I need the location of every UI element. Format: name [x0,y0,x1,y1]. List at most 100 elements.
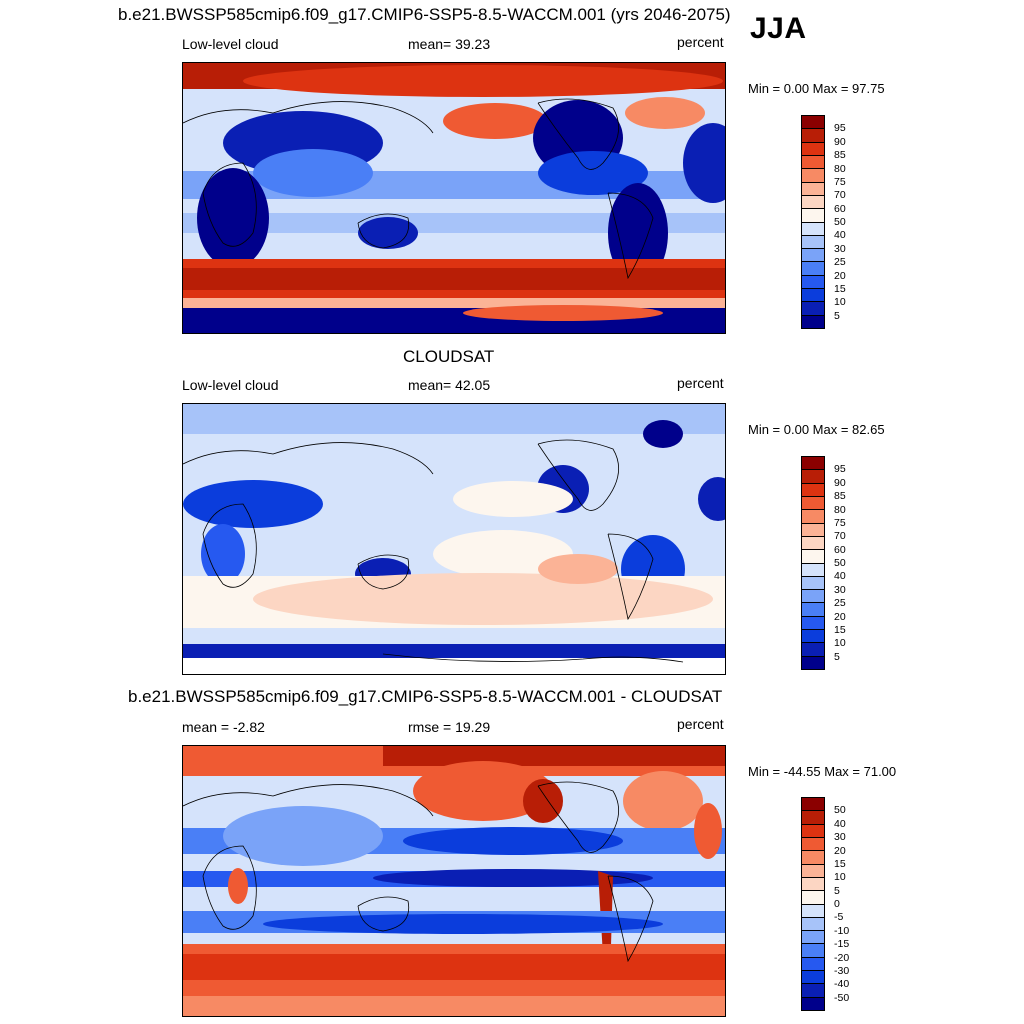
panel3-units-label: percent [677,716,724,732]
panel3-map [182,745,726,1017]
colorbar-tick-label: 90 [834,476,846,489]
colorbar-swatch [802,128,824,142]
colorbar-swatch [802,141,824,155]
colorbar-tick-label: -50 [834,991,850,1004]
colorbar-tick-label: -20 [834,951,850,964]
colorbar-tick-label: -30 [834,964,850,977]
colorbar-tick-label: 20 [834,269,846,282]
colorbar-tick-label: -40 [834,978,850,991]
colorbar-swatch [802,903,824,917]
colorbar-tick-label: 15 [834,623,846,636]
panel3-minmax: Min = -44.55 Max = 71.00 [748,764,897,779]
colorbar-swatch [802,469,824,483]
season-label: JJA [750,12,807,45]
colorbar-swatch [802,116,824,129]
colorbar-swatch [802,314,824,328]
colorbar-tick-label: 85 [834,490,846,503]
colorbar-swatch [802,916,824,931]
colorbar-swatch [802,575,824,590]
colorbar-tick-label: 5 [834,309,840,322]
panel2-map [182,403,726,675]
panel3-mean-label: mean = -2.82 [182,719,265,735]
colorbar-swatch [802,301,824,315]
colorbar-swatch [802,876,824,891]
colorbar-swatch [802,154,824,169]
panel3-rmse-label: rmse = 19.29 [408,719,491,735]
colorbar-swatch [802,261,824,275]
colorbar-tick-label: -5 [834,911,844,924]
colorbar-tick-label: 20 [834,610,846,623]
colorbar-swatch [802,890,824,904]
colorbar-swatch [802,956,824,971]
colorbar-tick-label: 50 [834,804,846,817]
colorbar-swatch [802,930,824,944]
colorbar-swatch [802,168,824,182]
colorbar-swatch [802,274,824,289]
colorbar-swatch [802,181,824,195]
colorbar-swatch [802,629,824,643]
colorbar-tick-label: 30 [834,583,846,596]
colorbar-swatch [802,996,824,1010]
colorbar-swatch [802,509,824,523]
colorbar-tick-label: 60 [834,202,846,215]
colorbar-swatch [802,457,824,470]
panel1-variable-label: Low-level cloud [182,36,279,52]
colorbar-swatch [802,602,824,616]
colorbar-tick-label: 25 [834,256,846,269]
colorbar-swatch [802,823,824,837]
colorbar-tick-label: 50 [834,557,846,569]
colorbar-swatch [802,810,824,824]
colorbar-tick-label: 30 [834,831,846,844]
panel2-title: CLOUDSAT [403,347,495,366]
colorbar-swatch [802,549,824,563]
colorbar-tick-label: -10 [834,924,850,937]
panel1-mean-label: mean= 39.23 [408,36,491,52]
colorbar-tick-label: 30 [834,242,846,255]
colorbar-swatch [802,522,824,536]
colorbar-swatch [802,221,824,235]
colorbar-tick-label: 15 [834,282,846,295]
colorbar-tick-label: 10 [834,637,846,650]
panel2-units-label: percent [677,375,724,391]
colorbar-tick-label: 75 [834,175,846,188]
panel2-minmax: Min = 0.00 Max = 82.65 [748,422,885,437]
colorbar-swatch [802,836,824,851]
colorbar-swatch [802,615,824,630]
colorbar-tick-label: 80 [834,503,846,516]
colorbar-swatch [802,288,824,302]
panel1-units-label: percent [677,34,724,50]
colorbar-swatch [802,863,824,877]
colorbar-swatch [802,943,824,957]
colorbar-tick-label: 15 [834,857,846,870]
colorbar-tick-label: 0 [834,898,840,910]
panel2-variable-label: Low-level cloud [182,377,279,393]
colorbar-swatch [802,970,824,984]
colorbar-tick-label: 20 [834,844,846,857]
panel1-map [182,62,726,334]
colorbar-tick-label: 10 [834,296,846,309]
colorbar-tick-label: 25 [834,597,846,610]
colorbar-swatch [802,535,824,550]
colorbar-tick-label: 95 [834,463,846,476]
panel3-title: b.e21.BWSSP585cmip6.f09_g17.CMIP6-SSP5-8… [128,687,723,706]
colorbar-tick-label: 70 [834,530,846,543]
colorbar-tick-label: 85 [834,149,846,162]
colorbar-swatch [802,798,824,811]
colorbar-tick-label: 50 [834,216,846,228]
colorbar-swatch [802,655,824,669]
colorbar-swatch [802,562,824,576]
colorbar-tick-label: 75 [834,516,846,529]
panel1-title: b.e21.BWSSP585cmip6.f09_g17.CMIP6-SSP5-8… [118,5,731,24]
colorbar-swatch [802,983,824,997]
colorbar-tick-label: 40 [834,229,846,242]
colorbar-swatch [802,642,824,656]
colorbar-swatch [802,589,824,603]
panel1-minmax: Min = 0.00 Max = 97.75 [748,81,885,96]
colorbar-swatch [802,208,824,222]
colorbar-tick-label: 60 [834,543,846,556]
colorbar-tick-label: 90 [834,135,846,148]
colorbar-swatch [802,850,824,864]
panel2-colorbar [801,456,825,670]
colorbar-swatch [802,495,824,510]
colorbar-swatch [802,194,824,209]
